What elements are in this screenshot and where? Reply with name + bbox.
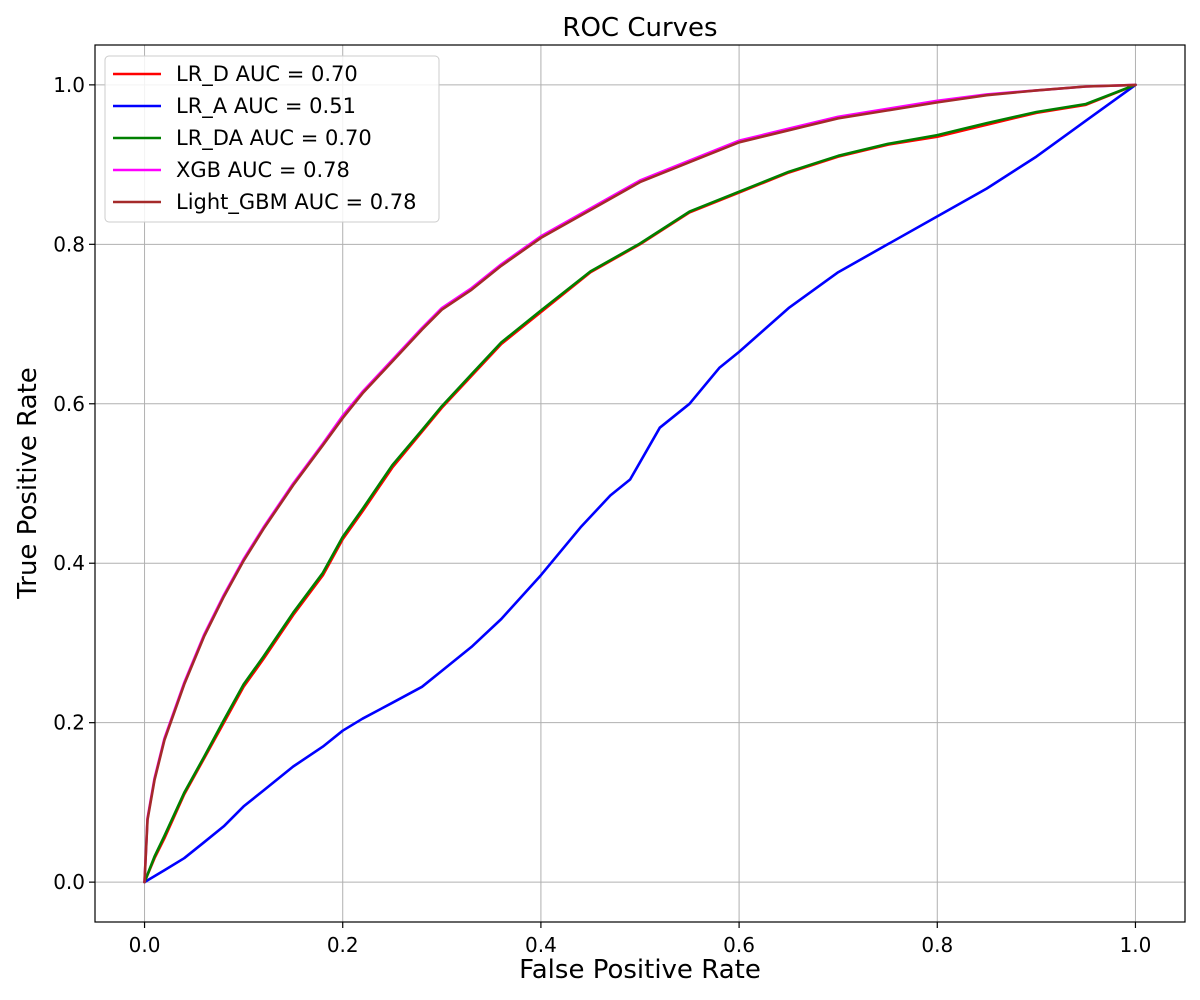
x-tick-label: 0.8 bbox=[921, 933, 953, 957]
legend-label-0: LR_D AUC = 0.70 bbox=[176, 62, 358, 87]
y-tick-label: 0.0 bbox=[53, 870, 85, 894]
x-tick-label: 0.6 bbox=[723, 933, 755, 957]
y-tick-label: 0.4 bbox=[53, 551, 85, 575]
x-tick-label: 1.0 bbox=[1120, 933, 1152, 957]
x-tick-label: 0.0 bbox=[129, 933, 161, 957]
x-axis-label: False Positive Rate bbox=[519, 955, 761, 985]
legend-label-3: XGB AUC = 0.78 bbox=[176, 158, 350, 182]
y-tick-label: 0.8 bbox=[53, 232, 85, 256]
chart-title: ROC Curves bbox=[562, 13, 717, 43]
x-tick-label: 0.4 bbox=[525, 933, 557, 957]
x-tick-label: 0.2 bbox=[327, 933, 359, 957]
legend: LR_D AUC = 0.70 LR_A AUC = 0.51 LR_DA AUC … bbox=[105, 56, 439, 222]
y-tick-label: 1.0 bbox=[53, 73, 85, 97]
legend-label-1: LR_A AUC = 0.51 bbox=[176, 94, 356, 119]
y-tick-label: 0.6 bbox=[53, 392, 85, 416]
y-tick-label: 0.2 bbox=[53, 711, 85, 735]
legend-label-4: Light_GBM AUC = 0.78 bbox=[176, 190, 417, 215]
legend-label-2: LR_DA AUC = 0.70 bbox=[176, 126, 372, 151]
y-axis-label: True Positive Rate bbox=[13, 367, 43, 600]
